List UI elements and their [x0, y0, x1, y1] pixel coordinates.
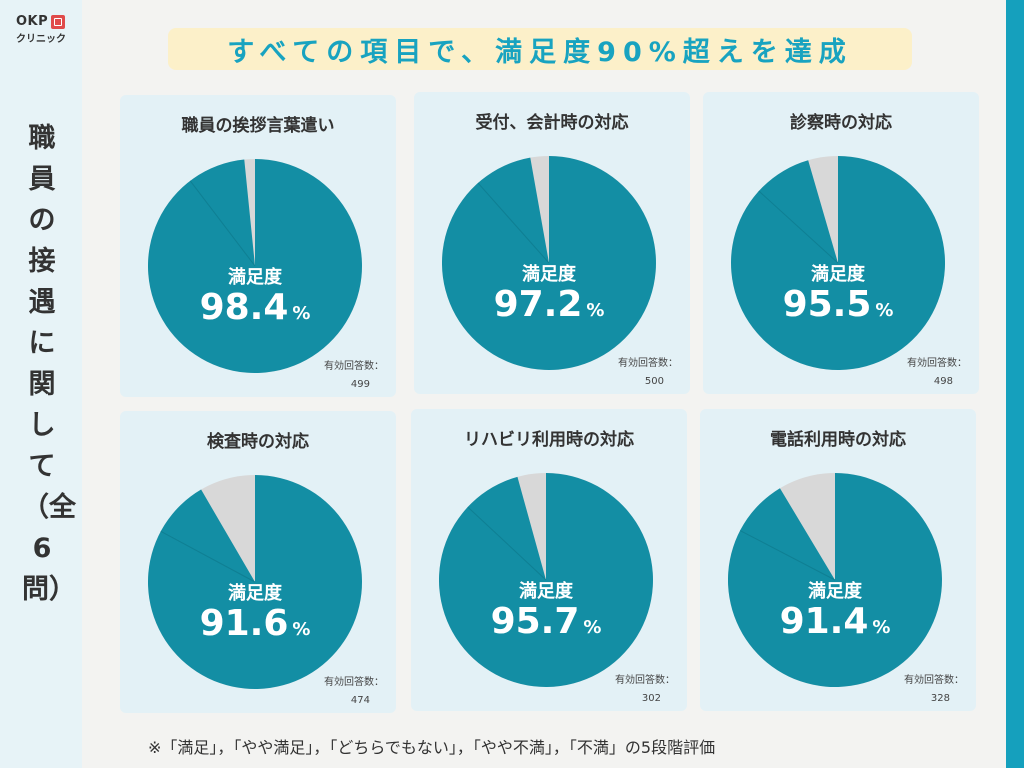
chart-title: 電話利用時の対応 [770, 430, 906, 450]
chart-card: 職員の挨拶言葉遣い 満足度 98.4% 有効回答数： 499 [120, 95, 396, 397]
response-count-value: 498 [933, 376, 953, 387]
pie-chart [148, 475, 362, 689]
pie-slice-divider [160, 530, 256, 583]
chart-title: 受付、会計時の対応 [475, 113, 629, 133]
pie-slice-divider [739, 530, 836, 581]
pie-slice-divider [758, 190, 839, 264]
chart-card: 検査時の対応 満足度 91.6% 有効回答数： 474 [120, 411, 396, 713]
left-sidebar: OKP クリニック 職員の接遇に関して（全6問） [0, 0, 82, 768]
pie-slice-divider [189, 180, 256, 267]
response-count-value: 328 [930, 693, 950, 704]
pie-chart [442, 156, 656, 370]
response-count-label: 有効回答数： [324, 677, 384, 688]
response-count-value: 500 [644, 376, 664, 387]
chart-title: リハビリ利用時の対応 [464, 430, 634, 450]
chart-title: 診察時の対応 [790, 113, 892, 133]
chart-title: 職員の挨拶言葉遣い [181, 116, 335, 136]
chart-card: 電話利用時の対応 満足度 91.4% 有効回答数： 328 [700, 409, 976, 711]
right-accent-bar [1006, 0, 1024, 768]
sidebar-title: 職員の接遇に関して（全6問） [22, 123, 76, 605]
pie-chart [148, 159, 362, 373]
response-count-label: 有効回答数： [907, 358, 967, 369]
chart-card: 診察時の対応 満足度 95.5% 有効回答数： 498 [703, 92, 979, 394]
chart-card: リハビリ利用時の対応 満足度 95.7% 有効回答数： 302 [411, 409, 687, 711]
pie-slice-satisfied [731, 156, 945, 370]
response-count-value: 499 [350, 379, 370, 390]
response-count-label: 有効回答数： [615, 675, 675, 686]
pie-chart [731, 156, 945, 370]
response-count-value: 474 [350, 695, 370, 706]
response-count-label: 有効回答数： [618, 358, 678, 369]
clinic-logo: OKP クリニック [16, 14, 72, 45]
response-count-label: 有効回答数： [324, 361, 384, 372]
response-count-label: 有効回答数： [904, 675, 964, 686]
footnote: ※「満足」，「やや満足」，「どちらでもない」，「やや不満」，「不満」の5段階評価 [148, 738, 716, 757]
response-count-value: 302 [641, 693, 661, 704]
pie-chart [439, 473, 653, 687]
logo-subtitle: クリニック [16, 34, 66, 45]
pie-slice-divider [467, 506, 547, 581]
chart-card: 受付、会計時の対応 満足度 97.2% 有効回答数： 500 [414, 92, 690, 394]
headline-banner: すべての項目で、満足度90%超えを達成 [168, 28, 912, 70]
logo-name: OKP [16, 14, 49, 29]
logo-badge-icon [51, 14, 66, 29]
pie-slice-divider [477, 182, 550, 264]
chart-title: 検査時の対応 [207, 432, 309, 452]
pie-chart [728, 473, 942, 687]
